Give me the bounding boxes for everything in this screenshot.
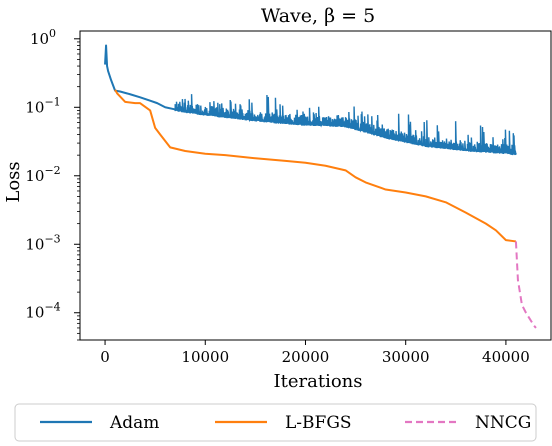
y-tick-label: 10−3 — [25, 232, 60, 253]
y-axis-label: Loss — [3, 161, 24, 202]
x-axis-label: Iterations — [274, 371, 363, 392]
y-tick-base: 10 — [25, 304, 44, 322]
legend-label: Adam — [109, 413, 159, 433]
y-tick-base: 10 — [25, 167, 44, 185]
y-tick-exponent: −1 — [44, 95, 60, 108]
chart-title: Wave, β = 5 — [261, 5, 375, 27]
x-tick-label: 40000 — [482, 348, 530, 366]
series-adam — [104, 44, 517, 156]
y-tick-exponent: 0 — [49, 27, 56, 40]
y-tick-exponent: −4 — [44, 301, 60, 314]
series-layer — [104, 44, 537, 329]
plot-frame — [79, 30, 552, 341]
y-tick-label: 10−2 — [25, 164, 60, 185]
x-tick-label: 30000 — [382, 348, 430, 366]
y-tick-label: 10−4 — [25, 301, 60, 322]
series-line — [114, 89, 517, 243]
y-tick-label: 10−1 — [25, 95, 60, 116]
x-tick-label: 20000 — [282, 348, 330, 366]
y-tick-exponent: −3 — [44, 232, 60, 245]
x-axis: 0 10000 20000 30000 40000 — [100, 340, 530, 366]
legend-label: L-BFGS — [285, 413, 352, 433]
legend-label: NNCG — [475, 413, 531, 433]
legend: Adam L-BFGS NNCG — [14, 403, 537, 442]
series-nncg — [514, 241, 537, 329]
series-l-bfgs — [114, 89, 517, 243]
legend-box — [14, 403, 537, 442]
y-tick-label: 100 — [30, 27, 56, 48]
y-tick-base: 10 — [25, 235, 44, 253]
y-tick-base: 10 — [25, 98, 44, 116]
x-tick-label: 0 — [100, 348, 110, 366]
y-tick-base: 10 — [30, 30, 49, 48]
x-tick-label: 10000 — [181, 348, 229, 366]
series-line — [514, 241, 537, 329]
series-line — [104, 44, 517, 155]
y-tick-exponent: −2 — [44, 164, 60, 177]
